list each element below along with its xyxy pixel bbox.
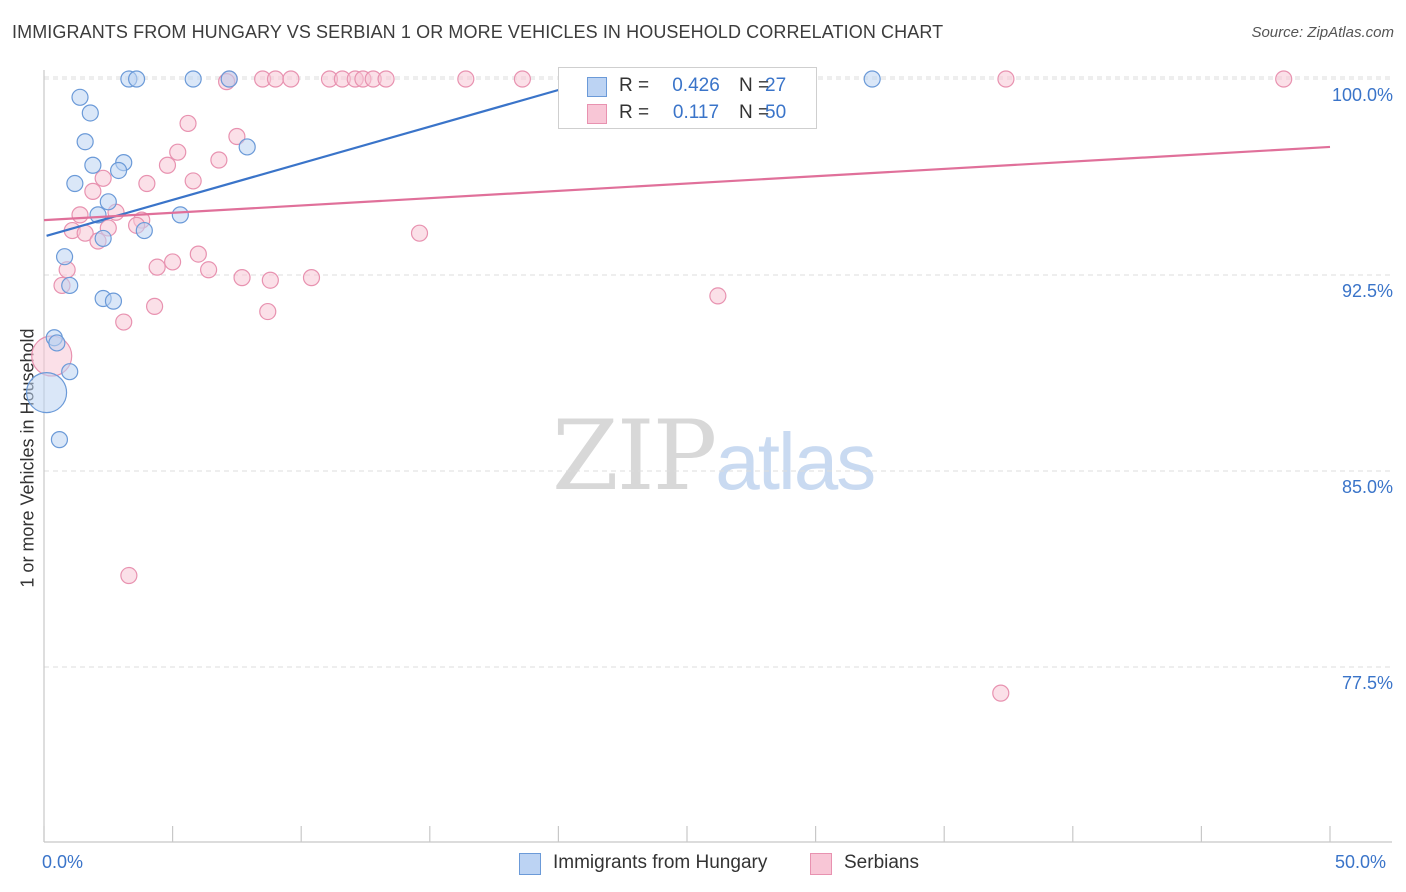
hungary-point-18 <box>55 248 74 266</box>
hungary-point-4 <box>863 70 881 88</box>
hungary-trendline <box>46 77 598 237</box>
y-tick-label-0: 100.0% <box>1331 85 1393 105</box>
serbians-point-32 <box>410 224 429 242</box>
hungary-point-19 <box>61 276 79 295</box>
serbians-point-3 <box>282 70 300 88</box>
serbians-point-22 <box>184 172 202 190</box>
serbians-point-40 <box>302 269 321 287</box>
serbians-point-18 <box>169 143 187 161</box>
hungary-point-2 <box>184 70 202 88</box>
chart-title: IMMIGRANTS FROM HUNGARY VS SERBIAN 1 OR … <box>12 22 944 42</box>
hungary-point-7 <box>76 133 94 151</box>
legend-r-value: 0.117 <box>672 102 720 123</box>
x-tick-label-min: 0.0% <box>42 852 84 872</box>
y-tick-label-1: 92.5% <box>1341 281 1393 301</box>
serbians-point-2 <box>266 70 285 88</box>
serbians-point-35 <box>164 253 182 271</box>
serbians-point-39 <box>233 269 251 287</box>
hungary-point-16 <box>135 221 153 240</box>
hungary-point-17 <box>94 229 112 248</box>
serbians-point-14 <box>1275 70 1293 88</box>
serbians-point-41 <box>261 271 279 289</box>
watermark-zip: ZIP <box>552 400 717 512</box>
hungary-point-3 <box>220 70 238 88</box>
correlation-legend: R = 0.426 N = 27 R = 0.117 N = 50 <box>558 67 817 129</box>
source-label: Source: ZipAtlas.com <box>1251 24 1394 41</box>
serbians-point-46 <box>115 313 133 331</box>
hungary-point-12 <box>66 174 84 193</box>
serbians-point-49 <box>992 684 1010 702</box>
bottom-legend-label-hungary: Immigrants from Hungary <box>553 852 768 873</box>
serbians-point-44 <box>145 297 164 315</box>
hungary-point-9 <box>84 156 102 174</box>
serbians-point-43 <box>709 287 727 305</box>
serbians-point-10 <box>457 70 475 88</box>
serbians-point-23 <box>138 174 156 193</box>
hungary-point-11 <box>109 161 128 180</box>
legend-r-label: R = <box>619 75 650 96</box>
serbians-point-38 <box>200 261 218 279</box>
serbians-point-16 <box>179 114 197 133</box>
watermark-atlas: atlas <box>715 417 876 506</box>
hungary-point-25 <box>25 372 68 414</box>
serbians-point-19 <box>210 151 228 169</box>
hungary-point-15 <box>171 206 189 224</box>
serbians-point-9 <box>377 70 395 88</box>
serbians-point-24 <box>84 182 102 200</box>
y-tick-label-3: 77.5% <box>1341 673 1393 693</box>
serbians-point-37 <box>148 258 166 276</box>
legend-n-value: 27 <box>765 75 787 96</box>
serbians-point-26 <box>71 206 89 224</box>
legend-n-label: N = <box>739 102 770 123</box>
legend-r-value: 0.426 <box>672 75 720 96</box>
x-tick-label-max: 50.0% <box>1335 852 1387 872</box>
bottom-legend-swatch-serbians <box>810 853 832 875</box>
hungary-point-21 <box>104 292 123 310</box>
watermark: ZIPatlas <box>552 400 876 512</box>
serbians-point-48 <box>120 566 138 585</box>
serbians-point-20 <box>158 156 177 174</box>
serbians-trendline <box>43 145 1331 222</box>
serbians-point-11 <box>513 70 531 88</box>
legend-n-label: N = <box>739 75 770 96</box>
legend-swatch-hungary <box>587 77 607 97</box>
serbians-point-21 <box>94 169 112 187</box>
hungary-point-8 <box>238 138 256 156</box>
serbians-point-17 <box>228 127 246 146</box>
hungary-point-26 <box>50 431 69 449</box>
bottom-legend-swatch-hungary <box>519 853 541 875</box>
legend-swatch-serbians <box>587 104 607 124</box>
legend-r-label: R = <box>619 102 650 123</box>
serbians-point-34 <box>189 245 207 263</box>
hungary-point-13 <box>99 193 117 211</box>
hungary-point-1 <box>127 70 146 88</box>
legend-n-value: 50 <box>765 102 787 123</box>
hungary-point-5 <box>71 88 89 106</box>
hungary-point-23 <box>48 334 66 352</box>
hungary-point-24 <box>61 363 79 381</box>
serbians-point-13 <box>997 70 1015 88</box>
serbians-point-45 <box>259 302 277 321</box>
hungary-point-6 <box>81 104 99 122</box>
bottom-legend-label-serbians: Serbians <box>844 852 919 873</box>
y-tick-label-2: 85.0% <box>1341 477 1393 497</box>
